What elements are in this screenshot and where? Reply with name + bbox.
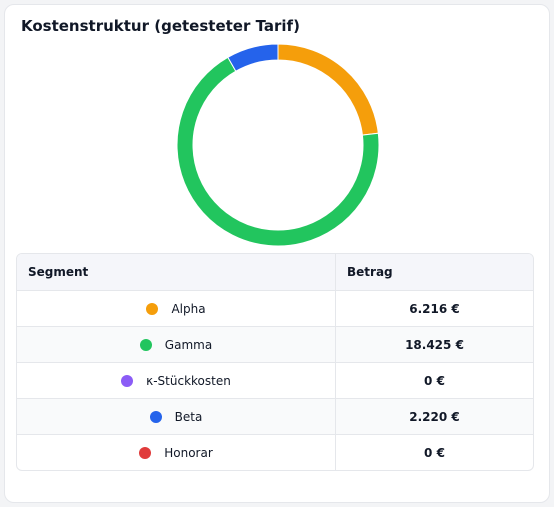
donut-slice-beta (227, 43, 279, 72)
header-segment: Segment (17, 254, 336, 290)
table-row: κ-Stückkosten 0 € (17, 362, 533, 398)
segment-label: Gamma (164, 337, 213, 352)
legend-dot-icon (139, 446, 152, 459)
header-amount: Betrag (347, 265, 393, 279)
cost-table: Segment Betrag Alpha 6.216 € Gamma 18.42… (16, 253, 534, 471)
legend-dot-icon (146, 302, 159, 315)
table-row: Honorar 0 € (17, 434, 533, 470)
legend-dot-icon (139, 338, 152, 351)
segment-label: Alpha (171, 301, 206, 316)
donut-slice-alpha (277, 43, 379, 136)
segment-label: κ-Stückkosten (146, 373, 231, 388)
donut-chart (176, 43, 380, 247)
legend-dot-icon (149, 410, 162, 423)
segment-amount: 0 € (424, 373, 445, 388)
segment-amount: 0 € (424, 445, 445, 460)
chart-title: Kostenstruktur (getesteter Tarif) (21, 17, 300, 35)
table-row: Gamma 18.425 € (17, 326, 533, 362)
table-row: Alpha 6.216 € (17, 290, 533, 326)
segment-amount: 6.216 € (409, 301, 460, 316)
segment-label: Beta (174, 409, 203, 424)
segment-amount: 18.425 € (405, 337, 464, 352)
table-header-row: Segment Betrag (17, 254, 533, 290)
segment-amount: 2.220 € (409, 409, 460, 424)
table-row: Beta 2.220 € (17, 398, 533, 434)
legend-dot-icon (121, 374, 134, 387)
segment-label: Honorar (164, 445, 213, 460)
